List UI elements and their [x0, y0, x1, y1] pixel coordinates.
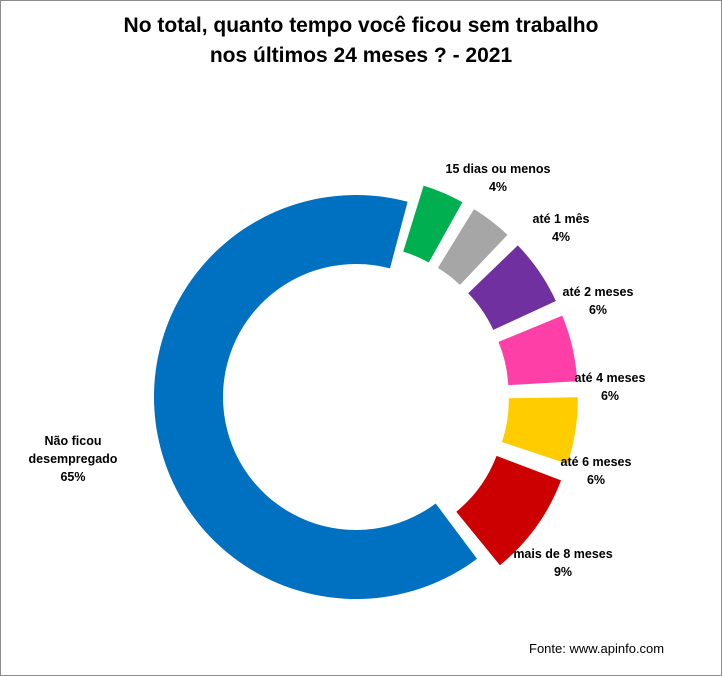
donut-slice-15-dias [403, 185, 463, 263]
donut-slice-nao-ficou-desempregado [154, 194, 478, 599]
data-label-ate-4-meses: até 4 meses 6% [560, 369, 660, 405]
donut-slice-ate-2-meses [468, 245, 556, 330]
data-label-mais-de-8-meses: mais de 8 meses 9% [498, 545, 628, 581]
data-label-value: 6% [588, 303, 608, 317]
data-label-name: até 6 meses [560, 455, 632, 469]
donut-slice-ate-4-meses [498, 315, 578, 386]
donut-slice-mais-de-8-meses [456, 455, 562, 566]
data-label-value: 9% [553, 565, 573, 579]
data-label-name: até 4 meses [574, 371, 646, 385]
chart-title-line-2: nos últimos 24 meses ? - 2021 [209, 44, 513, 67]
donut-slice-ate-6-meses [501, 397, 578, 464]
data-label-nao-ficou-desempregado: Não ficou desempregado 65% [18, 432, 128, 486]
data-label-ate-1-mes: até 1 mês 4% [511, 210, 611, 246]
chart-title-line-1: No total, quanto tempo você ficou sem tr… [123, 14, 599, 37]
source-note: Fonte: www.apinfo.com [529, 641, 665, 656]
data-label-name-line-2: desempregado [28, 452, 118, 466]
data-label-name-line-1: Não ficou [44, 434, 102, 448]
data-label-ate-6-meses: até 6 meses 6% [546, 453, 646, 489]
data-label-name: mais de 8 meses [513, 547, 613, 561]
data-label-value: 6% [600, 389, 620, 403]
donut-slice-ate-1-mes [437, 209, 508, 285]
data-label-name: até 2 meses [562, 285, 634, 299]
data-label-name: até 1 mês [532, 212, 590, 226]
data-label-value: 4% [551, 230, 571, 244]
chart-title: No total, quanto tempo você ficou sem tr… [1, 11, 721, 71]
data-label-name: 15 dias ou menos [445, 162, 551, 176]
data-label-value: 6% [586, 473, 606, 487]
data-label-value: 4% [488, 180, 508, 194]
data-label-ate-2-meses: até 2 meses 6% [548, 283, 648, 319]
data-label-15-dias: 15 dias ou menos 4% [433, 160, 563, 196]
data-label-value: 65% [60, 470, 86, 484]
